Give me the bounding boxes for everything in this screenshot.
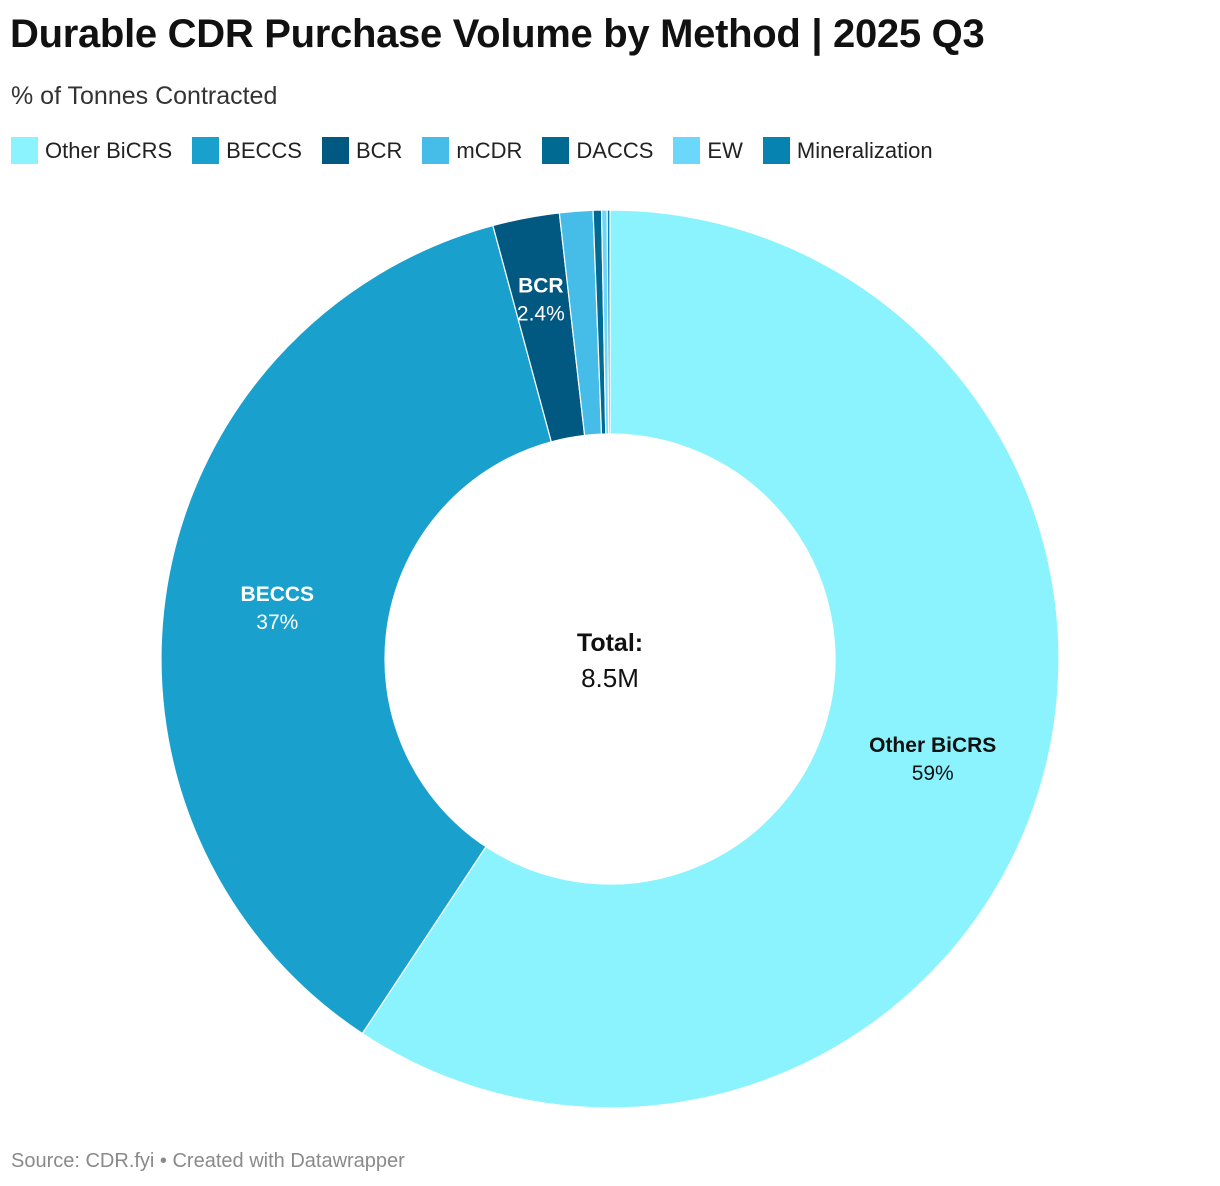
- legend-swatch: [673, 137, 701, 164]
- legend-item-daccs: DACCS: [542, 137, 653, 164]
- legend-label: BCR: [355, 137, 403, 163]
- chart-subtitle: % of Tonnes Contracted: [11, 82, 278, 110]
- legend-swatch: [11, 137, 38, 164]
- slice-beccs: [160, 224, 553, 1035]
- legend-item-ew: EW: [673, 137, 743, 164]
- donut-slices: [160, 209, 1060, 1109]
- center-total-label: Total:: [577, 629, 643, 657]
- slice-label-name-bcr: BCR: [518, 275, 564, 298]
- legend-swatch: [762, 137, 790, 164]
- legend-swatch: [422, 137, 450, 164]
- legend-label: EW: [707, 137, 743, 163]
- legend-label: Mineralization: [796, 137, 933, 163]
- legend-item-other-bicrs: Other BiCRS: [11, 137, 172, 164]
- slice-mineralization: [606, 209, 611, 435]
- chart-legend: Other BiCRS BECCS BCR mCDR DACCS EW Mineraliza…: [11, 137, 953, 164]
- source-footer: Source: CDR.fyi • Created with Datawrapp…: [11, 1150, 405, 1172]
- legend-label: mCDR: [456, 137, 523, 163]
- slice-label-value-other-bicrs: 59%: [912, 762, 954, 785]
- legend-swatch: [321, 137, 349, 164]
- legend-swatch: [192, 137, 220, 164]
- slice-label-name-beccs: BECCS: [241, 583, 315, 606]
- slice-other-bicrs: [361, 209, 1060, 1109]
- slice-label-value-bcr: 2.4%: [517, 303, 565, 326]
- legend-swatch: [542, 137, 570, 164]
- legend-item-beccs: BECCS: [192, 137, 302, 164]
- legend-label: BECCS: [226, 137, 302, 163]
- legend-label: DACCS: [576, 137, 654, 163]
- legend-item-mcdr: mCDR: [422, 137, 522, 164]
- legend-item-mineralization: Mineralization: [762, 137, 933, 164]
- legend-label: Other BiCRS: [45, 137, 173, 163]
- center-total-value: 8.5M: [581, 663, 639, 693]
- chart-title: Durable CDR Purchase Volume by Method | …: [10, 12, 985, 56]
- slice-label-name-other-bicrs: Other BiCRS: [869, 734, 996, 757]
- slice-labels: Other BiCRS 59% BECCS 37% BCR 2.4%: [241, 275, 997, 786]
- slice-label-value-beccs: 37%: [256, 611, 298, 634]
- legend-item-bcr: BCR: [321, 137, 403, 164]
